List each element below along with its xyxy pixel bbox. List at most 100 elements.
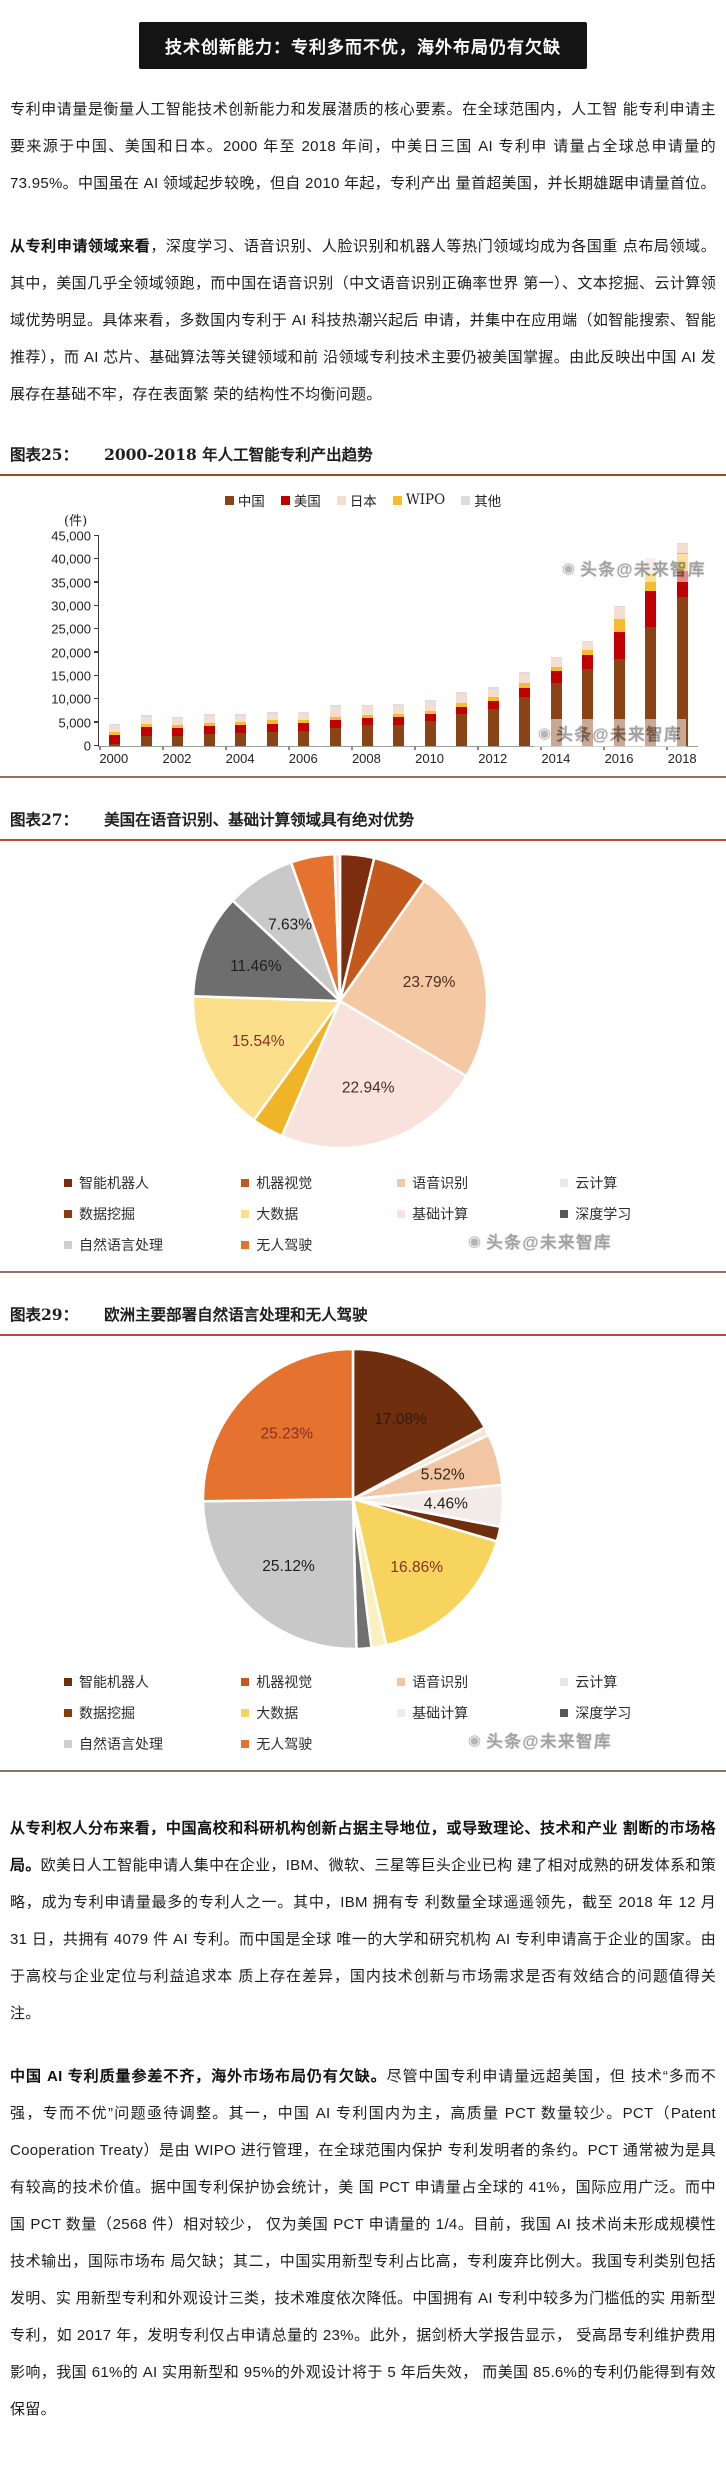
bar-segment-WIPO — [519, 683, 531, 688]
bar-segment-其他 — [582, 640, 594, 642]
bar-segment-WIPO — [140, 723, 152, 727]
stacked-bar-2012 — [487, 687, 499, 746]
pie-slice-label: 7.63% — [268, 917, 312, 934]
stacked-bar-2016 — [613, 606, 625, 746]
legend-label: 无人驾驶 — [256, 1737, 313, 1753]
bar-segment-美国 — [582, 655, 594, 669]
pie-slice-深度学习 — [191, 899, 342, 1003]
x-axis-tick — [477, 746, 479, 750]
y-axis-tick-label: 40,000 — [51, 551, 91, 567]
bar-segment-其他 — [109, 723, 121, 726]
bar-segment-日本 — [393, 705, 405, 714]
bar-segment-WIPO — [266, 720, 278, 724]
legend-label: 智能机器人 — [79, 1176, 149, 1192]
x-axis-label: 2010 — [415, 751, 445, 766]
legend-item: 大数据 — [241, 1204, 397, 1224]
stacked-bar-2015 — [582, 640, 594, 746]
bar-segment-WIPO — [203, 722, 215, 726]
x-axis-label: 2008 — [351, 751, 381, 766]
legend-swatch — [392, 495, 402, 505]
bar-segment-中国 — [203, 734, 215, 746]
bar-segment-其他 — [519, 672, 531, 674]
x-axis-labels: 2000 2002 2004 2006 2008 2010 2012 2014 2016 2018 — [98, 751, 698, 766]
x-axis-label: 2016 — [604, 751, 634, 766]
bar-segment-其他 — [298, 711, 310, 713]
legend-item: 云计算 — [560, 1672, 702, 1692]
bar-segment-中国 — [266, 731, 278, 746]
bar-segment-中国 — [550, 683, 562, 746]
bar-segment-中国 — [109, 743, 121, 746]
y-axis-tick — [94, 721, 99, 723]
y-axis-tick-label: 25,000 — [51, 621, 91, 637]
pie-slice-大数据 — [191, 995, 342, 1122]
legend-label: 大数据 — [256, 1706, 299, 1722]
bar-column — [351, 536, 383, 746]
bar-chart-plot: 0 5,000 10,000 15,000 20,000 25,000 30,000 35,0… — [51, 529, 698, 754]
bar-segment-日本 — [172, 718, 184, 726]
pie-slice-label: 5.52% — [421, 1466, 465, 1483]
legend-swatch — [224, 495, 234, 505]
usa-pie-legend: 智能机器人 机器视觉 语音识别 云计算 数据挖掘 大数据 基础计算 深度学习 自然语言处理 无人驾… — [0, 1157, 726, 1261]
x-axis-label: 2002 — [162, 751, 192, 766]
bar-segment-美国 — [676, 571, 688, 597]
bar-segment-其他 — [329, 705, 341, 707]
bar-column — [477, 536, 509, 746]
stacked-bar-2003 — [203, 714, 215, 746]
europe-pie-legend: 智能机器人 机器视觉 语音识别 云计算 数据挖掘 大数据 基础计算 深度学习 自然语言处理 无人驾… — [0, 1656, 726, 1760]
legend-label: 基础计算 — [412, 1207, 469, 1223]
bar-segment-日本 — [361, 705, 373, 715]
legend-swatch — [336, 495, 346, 505]
bar-segment-日本 — [109, 725, 121, 732]
stacked-bar-2002 — [172, 717, 184, 746]
pie-slice-label: 4.46% — [424, 1495, 468, 1512]
bar-segment-其他 — [393, 704, 405, 706]
legend-label: 美国 — [293, 494, 321, 510]
y-axis-tick — [94, 674, 99, 676]
bar-segment-WIPO — [424, 710, 436, 714]
bar-segment-日本 — [329, 706, 341, 718]
legend-swatch — [64, 1241, 72, 1249]
x-axis-label — [193, 751, 225, 766]
bar-segment-美国 — [203, 725, 215, 735]
bar-segment-WIPO — [361, 714, 373, 718]
pie-slice-语音识别 — [338, 879, 489, 1078]
bar-segment-中国 — [298, 730, 310, 746]
x-axis-label — [256, 751, 288, 766]
stacked-bar-2005 — [266, 712, 278, 746]
x-axis-label: 2018 — [667, 751, 697, 766]
paragraph-3-text: 欧美日人工智能申请人集中在企业，IBM、微软、三星等巨头企业已构 建了相对成熟的… — [10, 1857, 716, 2022]
figure-29-title: 图表29： 欧洲主要部署自然语言处理和无人驾驶 — [0, 1299, 726, 1336]
bar-segment-中国 — [456, 714, 468, 746]
legend-item: 数据挖掘 — [64, 1703, 241, 1723]
bar-segment-其他 — [456, 692, 468, 694]
bar-segment-其他 — [424, 699, 436, 702]
legend-label: 深度学习 — [575, 1706, 632, 1722]
paragraph-2: 从专利申请领域来看，深度学习、语音识别、人脸识别和机器人等热门领域均成为各国重 … — [10, 228, 716, 413]
bar-segment-其他 — [140, 715, 152, 717]
x-axis-tick — [162, 746, 164, 750]
bar-segment-美国 — [456, 706, 468, 715]
bar-segment-美国 — [613, 632, 625, 659]
paragraph-3-lead: 从专利权人分布来看，中国高校和科研机构创新占据主导地位，或导致理论、技术和产业 … — [10, 1820, 716, 1874]
y-axis-tick-label: 15,000 — [51, 668, 91, 684]
legend-label: 云计算 — [575, 1176, 618, 1192]
bar-segment-中国 — [361, 725, 373, 746]
stacked-bar-2000 — [109, 723, 121, 746]
bar-column — [383, 536, 415, 746]
bar-segment-其他 — [613, 606, 625, 607]
usa-patent-pie-chart: 23.79% 22.94% 15.54% 11.46% 7.63% — [191, 852, 489, 1150]
bar-segment-中国 — [393, 724, 405, 746]
legend-item: 深度学习 — [560, 1703, 702, 1723]
x-axis-tick — [288, 746, 290, 750]
figure-25: 图表25： 2000-2018 年人工智能专利产出趋势 (件) 中国 美国 日本 WIP… — [0, 439, 726, 778]
legend-item: 机器视觉 — [241, 1672, 397, 1692]
bar-column — [194, 536, 226, 746]
x-axis-tick — [603, 746, 605, 750]
bar-segment-中国 — [235, 732, 247, 746]
figure-29: 图表29： 欧洲主要部署自然语言处理和无人驾驶 17.08% 5.52% 4.46% 1… — [0, 1299, 726, 1772]
legend-swatch — [560, 1179, 569, 1187]
bar-segment-美国 — [298, 722, 310, 731]
legend-swatch — [397, 1210, 406, 1218]
legend-label: 自然语言处理 — [79, 1238, 163, 1254]
bar-segment-日本 — [424, 701, 436, 711]
